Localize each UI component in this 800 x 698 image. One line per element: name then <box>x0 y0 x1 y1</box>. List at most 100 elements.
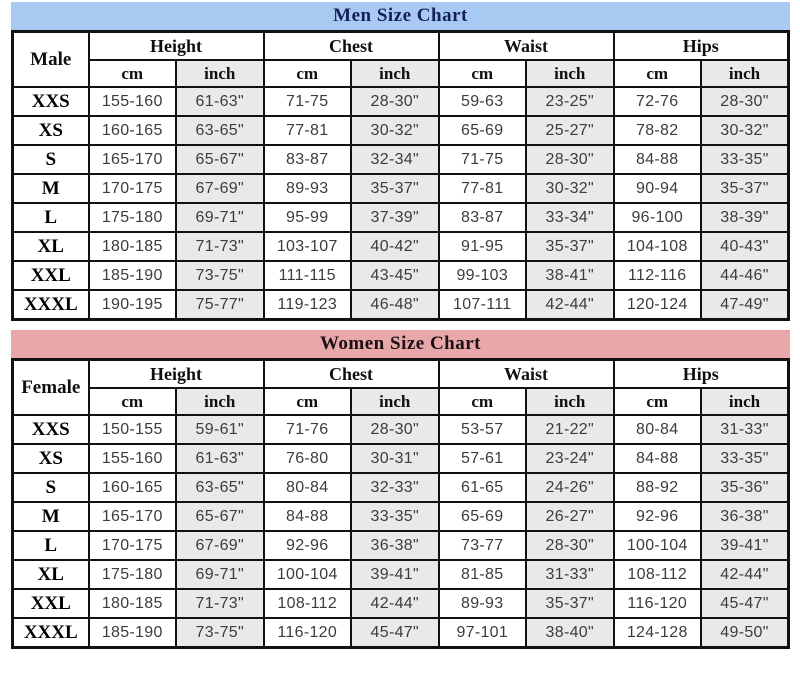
women-value-cell: 61-63" <box>175 443 265 474</box>
men-waist-cm-header: cm <box>437 59 527 88</box>
table-row: S 160-165 63-65" 80-84 32-33" 61-65 24-26" 88-9… <box>11 472 790 503</box>
women-value-cell: 45-47" <box>350 617 440 649</box>
men-value-cell: 43-45" <box>350 260 440 291</box>
men-value-cell: 83-87 <box>262 144 352 175</box>
men-group-header-row: Male Height Chest Waist Hips <box>11 30 790 88</box>
table-row: L 175-180 69-71" 95-99 37-39" 83-87 33-34" 96-1… <box>11 202 790 233</box>
men-value-cell: 33-35" <box>700 144 790 175</box>
women-value-cell: 32-33" <box>350 472 440 503</box>
men-size-label: XS <box>11 115 90 146</box>
women-value-cell: 92-96 <box>262 530 352 561</box>
men-value-cell: 65-69 <box>437 115 527 146</box>
women-chart-title-banner: Women Size Chart <box>11 330 790 358</box>
women-size-label: M <box>11 501 90 532</box>
men-value-cell: 155-160 <box>87 86 177 117</box>
men-table-header: Male Height Chest Waist Hips cm inch cm inch cm in… <box>11 30 790 88</box>
size-chart-page: Men Size Chart Male Height Chest Waist Hips c… <box>11 2 790 649</box>
women-value-cell: 33-35" <box>700 443 790 474</box>
women-hips-cm-header: cm <box>612 387 702 416</box>
women-size-label: XXS <box>11 414 90 445</box>
women-value-cell: 84-88 <box>262 501 352 532</box>
men-value-cell: 67-69" <box>175 173 265 204</box>
men-size-label: XXXL <box>11 289 90 321</box>
men-unit-header-row: cm inch cm inch cm inch cm inch <box>13 59 790 88</box>
women-size-label: L <box>11 530 90 561</box>
men-value-cell: 170-175 <box>87 173 177 204</box>
women-value-cell: 175-180 <box>87 559 177 590</box>
table-row: XXXL 185-190 73-75" 116-120 45-47" 97-101 38-4… <box>11 617 790 649</box>
men-size-column-header: Male <box>11 30 90 88</box>
women-value-cell: 42-44" <box>700 559 790 590</box>
men-size-label: S <box>11 144 90 175</box>
women-value-cell: 35-36" <box>700 472 790 503</box>
men-group-header-chest: Chest <box>262 30 440 61</box>
men-size-label: XXS <box>11 86 90 117</box>
men-value-cell: 84-88 <box>612 144 702 175</box>
men-value-cell: 65-67" <box>175 144 265 175</box>
men-size-label: M <box>11 173 90 204</box>
women-value-cell: 28-30" <box>525 530 615 561</box>
women-waist-inch-header: inch <box>525 387 615 416</box>
women-value-cell: 80-84 <box>612 414 702 445</box>
men-value-cell: 180-185 <box>87 231 177 262</box>
men-hips-cm-header: cm <box>612 59 702 88</box>
women-value-cell: 36-38" <box>700 501 790 532</box>
women-value-cell: 39-41" <box>350 559 440 590</box>
women-size-column-header: Female <box>11 358 90 416</box>
women-chest-inch-header: inch <box>350 387 440 416</box>
men-chest-inch-header: inch <box>350 59 440 88</box>
men-value-cell: 28-30" <box>350 86 440 117</box>
women-value-cell: 28-30" <box>350 414 440 445</box>
women-table-body: XXS 150-155 59-61" 71-76 28-30" 53-57 21-22" 80… <box>11 414 790 649</box>
men-value-cell: 69-71" <box>175 202 265 233</box>
men-value-cell: 185-190 <box>87 260 177 291</box>
men-value-cell: 165-170 <box>87 144 177 175</box>
men-size-table: Male Height Chest Waist Hips cm inch cm inch cm in… <box>11 30 790 321</box>
women-chart-title: Women Size Chart <box>319 333 482 354</box>
men-value-cell: 71-73" <box>175 231 265 262</box>
women-value-cell: 84-88 <box>612 443 702 474</box>
men-value-cell: 112-116 <box>612 260 702 291</box>
table-row: M 170-175 67-69" 89-93 35-37" 77-81 30-32" 90-9… <box>11 173 790 204</box>
men-value-cell: 40-42" <box>350 231 440 262</box>
women-waist-cm-header: cm <box>437 387 527 416</box>
women-value-cell: 65-67" <box>175 501 265 532</box>
men-value-cell: 35-37" <box>700 173 790 204</box>
women-value-cell: 108-112 <box>612 559 702 590</box>
women-value-cell: 185-190 <box>87 617 177 649</box>
women-value-cell: 59-61" <box>175 414 265 445</box>
men-chart-title-banner: Men Size Chart <box>11 2 790 30</box>
women-value-cell: 165-170 <box>87 501 177 532</box>
women-value-cell: 170-175 <box>87 530 177 561</box>
women-value-cell: 71-73" <box>175 588 265 619</box>
men-value-cell: 59-63 <box>437 86 527 117</box>
women-size-label: XS <box>11 443 90 474</box>
women-size-label: S <box>11 472 90 503</box>
women-value-cell: 100-104 <box>612 530 702 561</box>
table-row: L 170-175 67-69" 92-96 36-38" 73-77 28-30" 100-… <box>11 530 790 561</box>
women-value-cell: 108-112 <box>262 588 352 619</box>
men-value-cell: 175-180 <box>87 202 177 233</box>
women-value-cell: 100-104 <box>262 559 352 590</box>
women-value-cell: 26-27" <box>525 501 615 532</box>
men-value-cell: 38-39" <box>700 202 790 233</box>
men-value-cell: 35-37" <box>350 173 440 204</box>
women-value-cell: 49-50" <box>700 617 790 649</box>
men-chest-cm-header: cm <box>262 59 352 88</box>
men-group-header-height: Height <box>87 30 265 61</box>
women-unit-header-row: cm inch cm inch cm inch cm inch <box>13 387 790 416</box>
women-value-cell: 39-41" <box>700 530 790 561</box>
men-value-cell: 73-75" <box>175 260 265 291</box>
table-row: S 165-170 65-67" 83-87 32-34" 71-75 28-30" 84-8… <box>11 144 790 175</box>
women-value-cell: 45-47" <box>700 588 790 619</box>
table-row: XXS 150-155 59-61" 71-76 28-30" 53-57 21-22" 80… <box>11 414 790 445</box>
men-value-cell: 44-46" <box>700 260 790 291</box>
men-height-inch-header: inch <box>175 59 265 88</box>
men-value-cell: 30-32" <box>525 173 615 204</box>
women-group-header-height: Height <box>87 358 265 389</box>
women-section: Women Size Chart Female Height Chest Waist H… <box>11 330 790 649</box>
men-value-cell: 33-34" <box>525 202 615 233</box>
men-value-cell: 89-93 <box>262 173 352 204</box>
women-height-cm-header: cm <box>87 387 177 416</box>
men-value-cell: 46-48" <box>350 289 440 321</box>
